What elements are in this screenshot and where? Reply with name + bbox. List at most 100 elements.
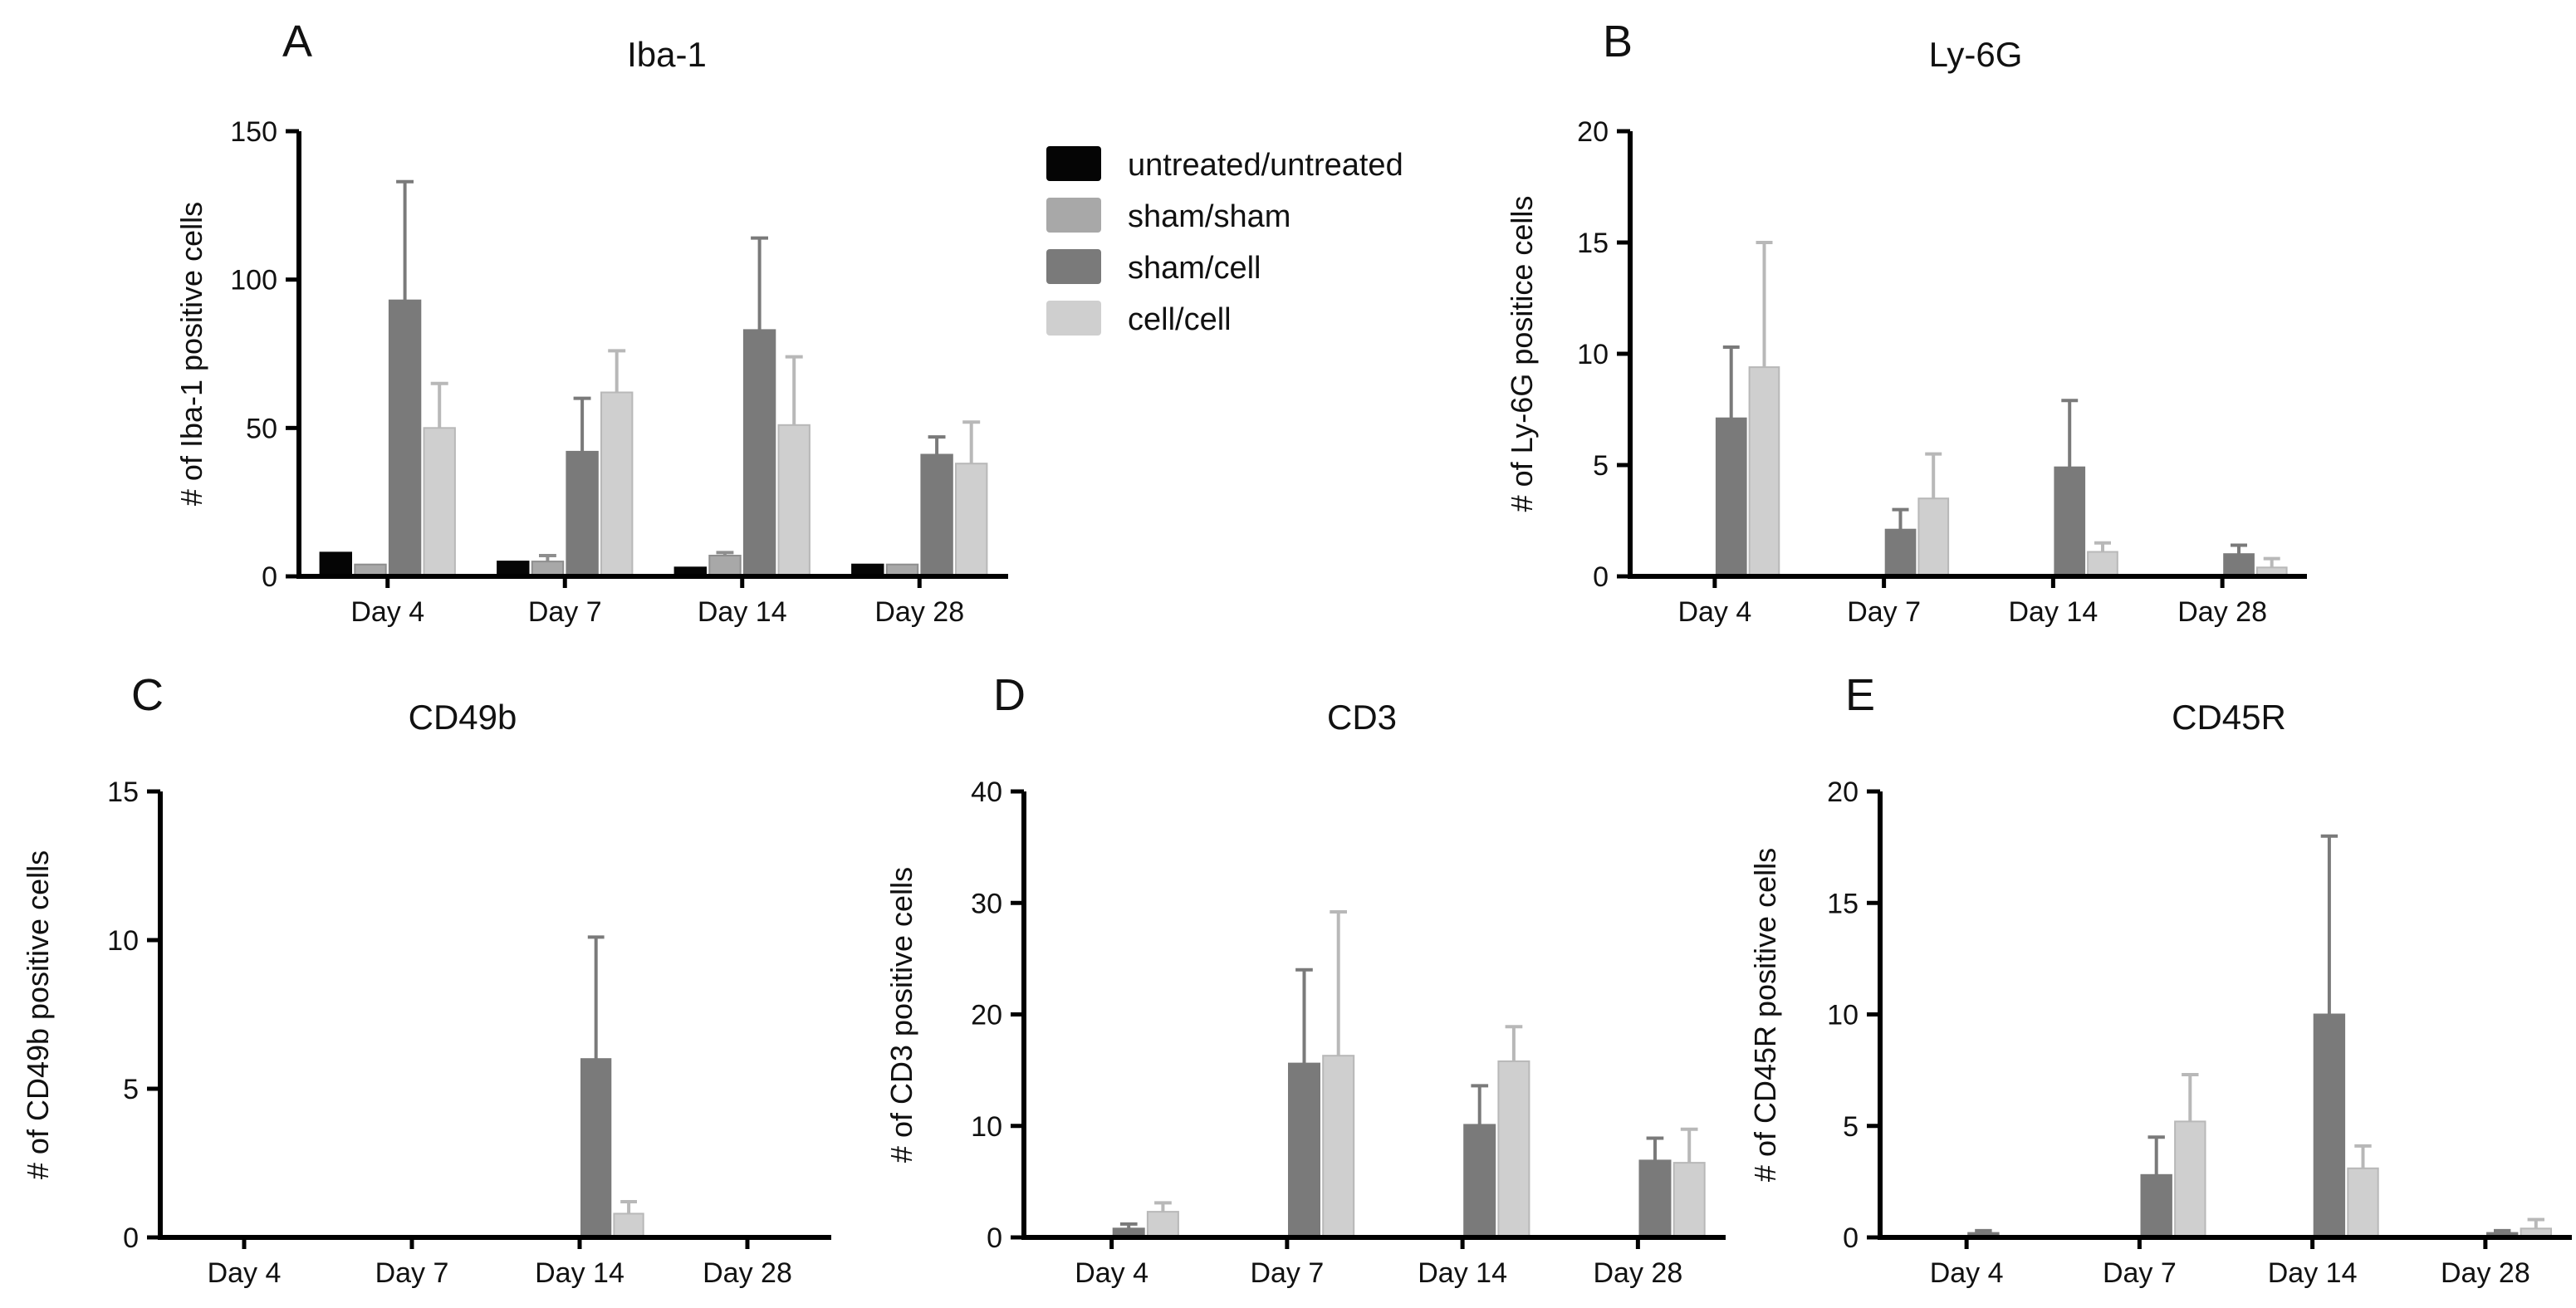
y-tick-label-d-1: 10 [971, 1111, 1002, 1143]
y-tick-label-b-2: 10 [1577, 339, 1609, 370]
axes-c [158, 791, 831, 1240]
y-tick-label-e-1: 5 [1843, 1111, 1859, 1143]
panel-e-plot: Day 4 Day 7 Day 14 Day 28 0 5 10 15 20 [1827, 776, 2572, 1289]
panel-a-title: Iba-1 [627, 35, 707, 74]
legend-label-sham-cell: sham/cell [1128, 251, 1261, 286]
y-tick-label-a-0: 0 [262, 561, 277, 593]
y-tick-label-a-1: 50 [246, 413, 277, 444]
y-tick-label-c-0: 0 [123, 1222, 139, 1254]
panel-a: A Iba-1 # of Iba-1 positive cells Day 4 D… [174, 17, 1008, 628]
panel-c-plot: Day 4 Day 7 Day 14 Day 28 0 5 10 15 [107, 776, 831, 1289]
panel-e-title: CD45R [2172, 698, 2286, 737]
x-tick-label-d-1: Day 4 [1075, 1257, 1148, 1289]
x-tick-label-c-2: Day 7 [375, 1257, 449, 1289]
panel-b-plot: Day 4 Day 7 Day 14 Day 28 0 5 10 15 20 [1577, 116, 2307, 628]
x-tick-label-d-4: Day 28 [1594, 1257, 1683, 1289]
bar-c-cell-cell-3 [613, 1212, 644, 1239]
y-tick-label-a-2: 100 [230, 265, 277, 296]
x-tick-label-d-2: Day 7 [1250, 1257, 1324, 1289]
y-tick-label-c-3: 15 [107, 776, 139, 808]
bar-a-sham-cell-2 [566, 450, 599, 578]
y-tick-label-b-4: 20 [1577, 116, 1609, 148]
panel-a-letter: A [282, 17, 312, 66]
bar-b-sham-cell-1 [1715, 417, 1747, 578]
panel-d-title: CD3 [1327, 698, 1397, 737]
y-tick-label-e-4: 20 [1827, 776, 1859, 808]
x-tick-label-a-2: Day 7 [528, 596, 602, 628]
bar-e-sham-cell-2 [2140, 1173, 2172, 1239]
bar-a-sham-cell-3 [742, 329, 776, 577]
x-tick-label-a-1: Day 4 [350, 596, 424, 628]
bar-d-cell-cell-3 [1497, 1060, 1530, 1239]
y-tick-label-e-0: 0 [1843, 1222, 1859, 1254]
x-tick-label-e-2: Day 7 [2103, 1257, 2177, 1289]
bar-e-cell-cell-3 [2347, 1167, 2379, 1239]
bar-b-sham-cell-2 [1884, 528, 1917, 578]
y-tick-label-b-3: 15 [1577, 228, 1609, 259]
legend-swatch-sham-sham [1046, 198, 1101, 233]
x-tick-label-b-4: Day 28 [2177, 596, 2267, 628]
bar-b-cell-cell-1 [1748, 366, 1780, 577]
panel-b-ylabel: # of Ly-6G positice cells [1505, 196, 1539, 512]
panel-b-title: Ly-6G [1929, 35, 2023, 74]
y-tick-label-c-2: 10 [107, 925, 139, 957]
x-tick-label-c-4: Day 28 [703, 1257, 792, 1289]
panel-b: B Ly-6G # of Ly-6G positice cells Day 4 D… [1505, 17, 2307, 628]
bar-a-cell-cell-2 [600, 391, 634, 577]
bar-a-cell-cell-4 [955, 463, 988, 578]
bar-b-sham-cell-3 [2054, 466, 2086, 578]
bar-d-sham-cell-3 [1463, 1124, 1496, 1239]
y-tick-label-d-4: 40 [971, 776, 1002, 808]
x-tick-label-b-1: Day 4 [1677, 596, 1751, 628]
x-tick-label-c-3: Day 14 [535, 1257, 624, 1289]
panel-d: D CD3 # of CD3 positive cells Day 4 Day 7… [884, 670, 1726, 1289]
y-tick-label-b-0: 0 [1593, 561, 1609, 593]
bar-a-sham-cell-1 [388, 299, 422, 577]
panel-d-plot: Day 4 Day 7 Day 14 Day 28 0 10 20 30 40 [971, 776, 1726, 1289]
bar-e-cell-cell-2 [2174, 1120, 2206, 1239]
panel-c-ylabel: # of CD49b positive cells [21, 850, 55, 1179]
panel-d-ylabel: # of CD3 positive cells [884, 867, 918, 1163]
axes-e [1878, 791, 2572, 1240]
axes-d [1021, 791, 1726, 1240]
y-tick-label-d-0: 0 [987, 1222, 1002, 1254]
panel-e: E CD45R # of CD45R positive cells Day 4 D… [1748, 670, 2572, 1289]
x-tick-label-d-3: Day 14 [1418, 1257, 1507, 1289]
panel-d-letter: D [993, 670, 1026, 720]
bar-a-sham-cell-4 [920, 453, 953, 577]
legend-swatch-cell-cell [1046, 301, 1101, 336]
y-tick-label-d-2: 20 [971, 1000, 1002, 1031]
bar-c-sham-cell-3 [580, 1058, 612, 1238]
panel-a-plot: Day 4 Day 7 Day 14 Day 28 0 50 100 150 [230, 116, 1008, 628]
legend: untreated/untreated sham/sham sham/cell … [1046, 146, 1403, 337]
y-tick-label-d-3: 30 [971, 888, 1002, 919]
bar-b-cell-cell-3 [2087, 551, 2118, 577]
legend-label-cell-cell: cell/cell [1128, 302, 1232, 337]
y-tick-label-c-1: 5 [123, 1074, 139, 1105]
panel-b-letter: B [1603, 17, 1633, 66]
bar-b-cell-cell-2 [1917, 497, 1950, 578]
panel-a-ylabel: # of Iba-1 positive cells [174, 202, 208, 506]
x-tick-label-b-2: Day 7 [1847, 596, 1921, 628]
y-tick-label-a-3: 150 [230, 116, 277, 148]
legend-label-sham-sham: sham/sham [1128, 199, 1290, 234]
panel-c-title: CD49b [409, 698, 517, 737]
panel-e-ylabel: # of CD45R positive cells [1748, 848, 1782, 1182]
bar-a-untreated-1 [319, 551, 353, 578]
x-tick-label-a-3: Day 14 [698, 596, 787, 628]
bar-e-sham-cell-3 [2313, 1013, 2346, 1238]
panel-e-letter: E [1845, 670, 1875, 720]
y-tick-label-b-1: 5 [1593, 450, 1609, 482]
x-tick-label-e-3: Day 14 [2268, 1257, 2358, 1289]
y-tick-label-e-3: 15 [1827, 888, 1859, 919]
y-tick-label-e-2: 10 [1827, 1000, 1859, 1031]
bar-d-cell-cell-2 [1322, 1055, 1355, 1238]
bar-a-cell-cell-1 [423, 427, 456, 577]
bar-b-sham-cell-4 [2223, 553, 2255, 578]
bar-d-sham-cell-2 [1288, 1062, 1320, 1238]
panel-c-letter: C [131, 670, 164, 720]
legend-swatch-untreated [1046, 146, 1101, 181]
x-tick-label-e-1: Day 4 [1930, 1257, 2004, 1289]
